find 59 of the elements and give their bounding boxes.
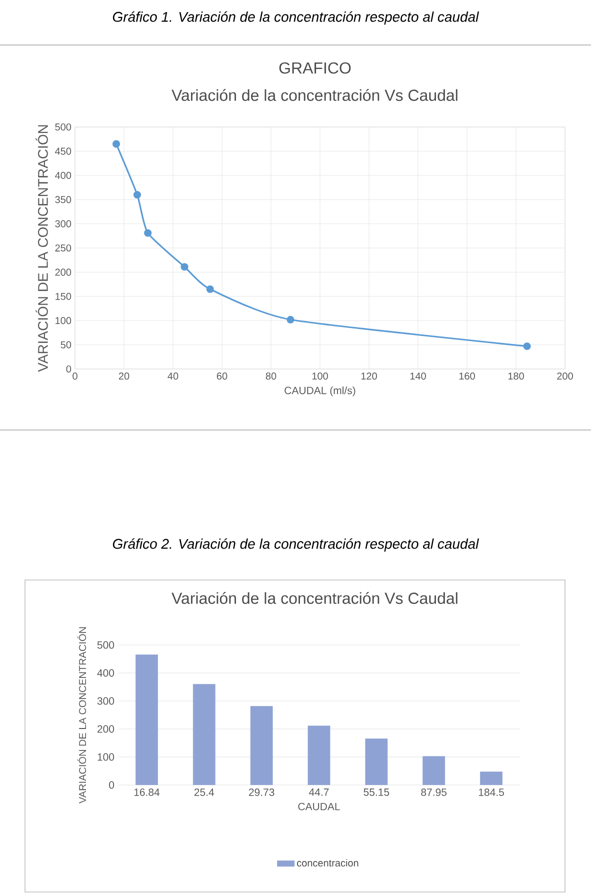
y-tick-label: 200 [55, 268, 72, 276]
point [144, 229, 152, 237]
x-tick-label: 100 [312, 372, 328, 380]
chart-title: GRAFICO [279, 62, 351, 74]
y-tick-label: 50 [60, 341, 72, 348]
x-tick-label: 80 [266, 372, 276, 380]
y-tick-label: 400 [55, 172, 72, 179]
bar [136, 654, 158, 785]
x-tick-label: 160 [459, 372, 475, 380]
bar [192, 684, 216, 785]
x-tick-label: 25.4 [194, 788, 214, 796]
x-tick-label: 120 [361, 372, 377, 380]
x-tick-label: 40 [168, 372, 178, 380]
point [523, 342, 531, 350]
x-tick-label: 0 [72, 372, 78, 380]
point [286, 316, 294, 324]
point [112, 140, 120, 148]
y-tick-label: 400 [97, 669, 114, 677]
chart-subtitle: Variación de la concentración Vs Caudal [172, 89, 458, 101]
y-tick-label: 300 [55, 220, 72, 228]
y-axis-title: VARIACIÓN DE LA CONCENTRACIÓN [36, 125, 48, 372]
x-tick-label: 140 [410, 372, 426, 380]
y-axis-title: VARIACIÓN DE LA CONCENTRACIÓN [77, 627, 86, 804]
x-tick-label: 29.73 [248, 788, 274, 796]
y-tick-label: 0 [109, 781, 114, 789]
y-tick-label: 350 [55, 196, 72, 204]
point [180, 263, 188, 271]
x-tick-label: 16.84 [134, 788, 160, 796]
text: Gráfico 1. Variación de la concentración respecto al caudal [112, 11, 480, 25]
bar [480, 772, 502, 785]
x-tick-label: 60 [216, 372, 228, 380]
x-tick-label: 180 [508, 372, 524, 380]
point [206, 285, 214, 293]
y-tick-label: 450 [55, 148, 72, 155]
point [133, 190, 142, 199]
text: Gráfico 2. Variación de la concentración respecto al caudal [112, 538, 480, 552]
x-tick-label: 184.5 [478, 788, 504, 796]
x-axis-title: CAUDAL [298, 802, 340, 810]
y-tick-label: 150 [56, 292, 72, 300]
x-axis-title: CAUDAL (ml/s) [284, 386, 356, 396]
bar [365, 738, 388, 785]
y-tick-label: 0 [66, 365, 72, 373]
x-tick-label: 200 [557, 372, 573, 380]
chart-title: Variación de la concentración Vs Caudal [172, 592, 458, 604]
x-tick-label: 87.95 [421, 788, 447, 796]
x-tick-label: 44.7 [309, 788, 329, 796]
y-tick-label: 200 [97, 725, 114, 733]
bar [308, 726, 330, 785]
y-tick-label: 250 [55, 244, 72, 252]
y-tick-label: 500 [55, 123, 72, 131]
y-tick-label: 100 [98, 753, 114, 761]
legend-label: concentracion [297, 859, 358, 867]
bar [422, 756, 446, 785]
bar [250, 706, 273, 785]
x-tick-label: 55.15 [364, 788, 390, 796]
x-tick-label: 20 [118, 372, 130, 380]
y-tick-label: 300 [97, 697, 114, 705]
y-tick-label: 500 [97, 641, 114, 649]
y-tick-label: 100 [56, 317, 72, 324]
